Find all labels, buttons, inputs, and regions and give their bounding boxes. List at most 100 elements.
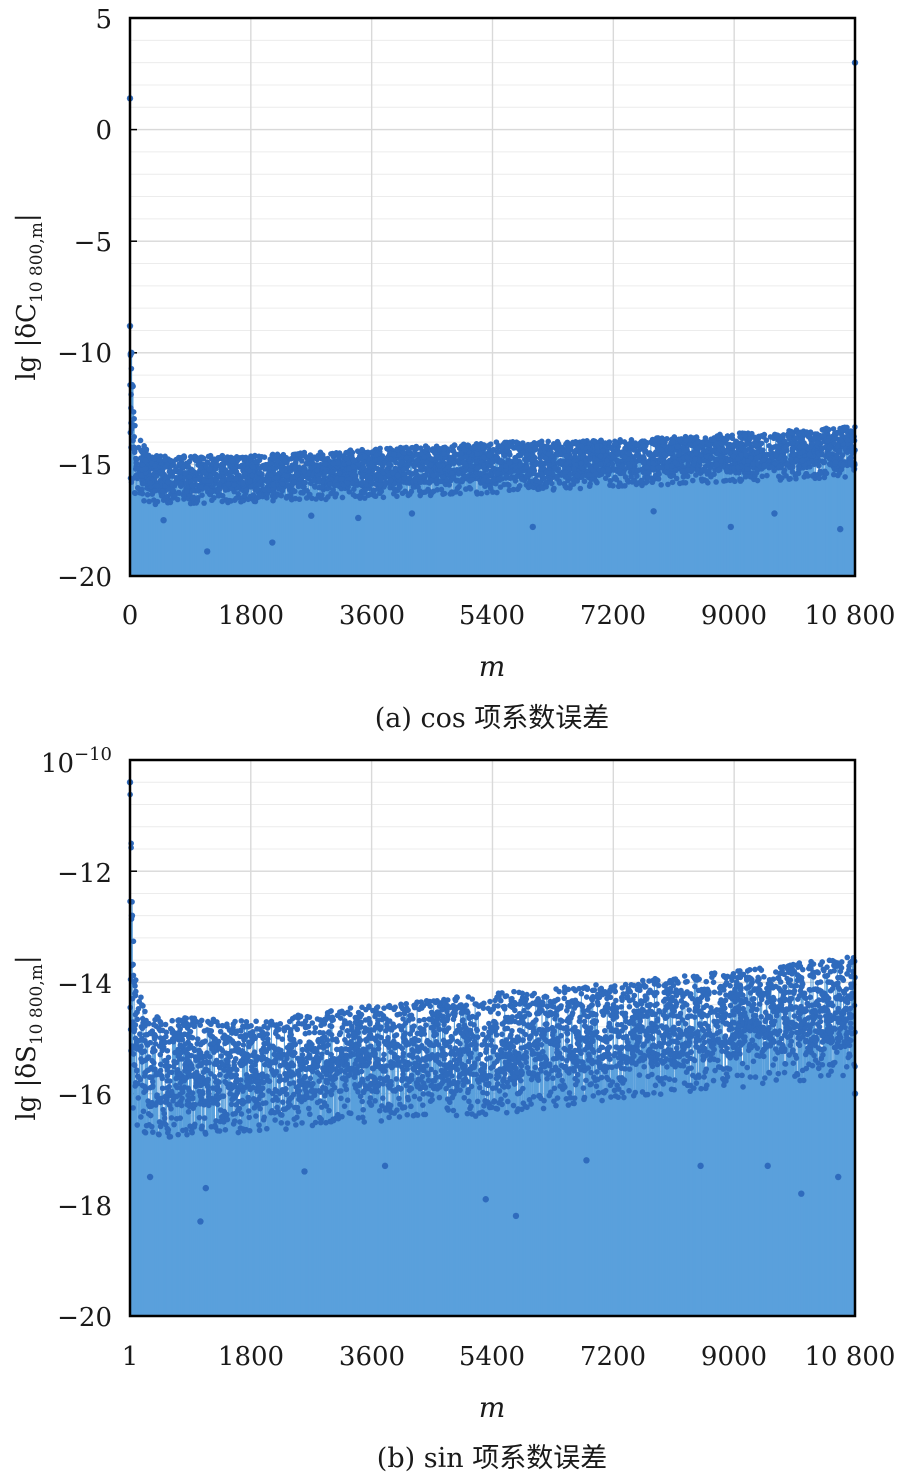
data-point [705, 480, 711, 486]
data-point [131, 448, 138, 454]
data-point [643, 464, 650, 470]
data-point [523, 452, 530, 459]
data-point [184, 488, 190, 495]
data-point [441, 490, 448, 497]
data-point [394, 493, 400, 500]
data-point [501, 452, 508, 459]
data-point [137, 437, 144, 444]
data-point [219, 492, 226, 499]
data-point [669, 479, 676, 486]
data-point [594, 479, 600, 486]
data-point [456, 483, 462, 490]
data-point [842, 474, 848, 480]
data-point [378, 488, 385, 495]
data-point [608, 445, 615, 452]
data-point [564, 440, 570, 446]
data-point [764, 472, 770, 479]
data-point [309, 495, 315, 502]
data-point [446, 482, 453, 488]
data-point [787, 475, 794, 482]
data-point [819, 445, 825, 452]
data-point [296, 496, 303, 503]
data-point [154, 498, 161, 505]
data-point [847, 460, 853, 466]
data-point [622, 482, 628, 489]
data-point [247, 478, 253, 485]
data-point [825, 426, 832, 433]
data-point [725, 457, 731, 464]
data-point [351, 486, 357, 493]
data-point [216, 481, 222, 487]
data-point [426, 467, 433, 474]
data-point [746, 446, 752, 453]
data-point [397, 484, 403, 490]
data-point [693, 472, 699, 478]
data-point [655, 476, 662, 482]
data-point [413, 468, 419, 474]
data-point [494, 489, 500, 496]
data-point [434, 487, 441, 493]
data-point [139, 480, 146, 487]
data-point [796, 450, 803, 456]
data-point [761, 462, 768, 469]
data-point [292, 495, 299, 502]
data-point [754, 477, 761, 484]
data-point [702, 467, 709, 474]
data-point [671, 454, 678, 461]
data-point [549, 480, 555, 487]
data-point [752, 441, 759, 448]
data-point [291, 488, 298, 495]
data-point [556, 480, 563, 486]
data-point [574, 472, 581, 479]
data-point [333, 491, 340, 497]
data-point [200, 455, 206, 461]
data-point [201, 500, 207, 506]
data-point [330, 487, 336, 493]
data-point [634, 467, 641, 474]
data-point [190, 488, 196, 494]
data-point [139, 490, 146, 497]
data-point [826, 451, 832, 458]
data-point [702, 435, 709, 441]
data-point [465, 442, 471, 449]
data-point [457, 490, 463, 497]
data-point [781, 467, 788, 473]
data-point [176, 461, 183, 467]
data-point [694, 445, 701, 451]
data-point [131, 415, 137, 422]
data-point [586, 472, 592, 478]
data-point [216, 473, 222, 479]
data-point [673, 475, 680, 482]
data-point [787, 456, 794, 463]
data-point [474, 491, 481, 497]
data-point [346, 488, 353, 495]
data-point [643, 449, 649, 455]
data-point [139, 486, 145, 493]
data-point [189, 468, 196, 474]
data-point [359, 446, 365, 453]
data-point [679, 468, 686, 475]
data-point [711, 471, 717, 478]
data-point [638, 477, 645, 484]
data-point [261, 486, 268, 493]
data-point [497, 458, 504, 465]
data-point [141, 443, 147, 449]
data-point [554, 473, 560, 480]
data-point [319, 484, 326, 490]
data-point [577, 485, 584, 492]
data-point [141, 497, 147, 504]
data-point [793, 475, 799, 482]
data-point [790, 463, 796, 470]
data-point [372, 493, 379, 500]
data-point [240, 497, 247, 504]
data-point [682, 479, 689, 486]
data-point [369, 463, 376, 469]
data-point [201, 477, 207, 484]
data-point [644, 478, 650, 485]
data-point [805, 433, 812, 440]
data-point [759, 473, 766, 480]
data-point [713, 479, 719, 485]
data-point [689, 477, 696, 484]
data-point [506, 487, 513, 494]
data-point [529, 452, 536, 458]
